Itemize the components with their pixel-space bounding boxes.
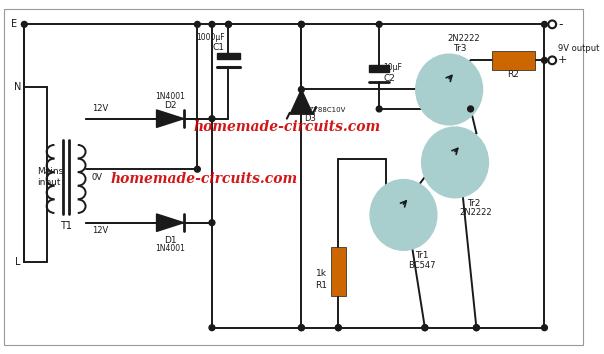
Bar	[370, 65, 389, 72]
Bar	[492, 51, 535, 70]
Text: 1N4001: 1N4001	[155, 245, 185, 253]
Text: 2N2222: 2N2222	[447, 34, 480, 44]
Text: BC547: BC547	[408, 261, 436, 270]
Circle shape	[335, 325, 341, 331]
Circle shape	[548, 56, 556, 64]
Polygon shape	[291, 90, 312, 113]
Text: D3: D3	[304, 114, 316, 123]
Ellipse shape	[370, 180, 437, 250]
Text: C1: C1	[213, 43, 225, 52]
Circle shape	[376, 22, 382, 27]
Text: +: +	[558, 55, 567, 65]
Text: BZY88C10V: BZY88C10V	[304, 107, 345, 113]
Text: -: -	[558, 18, 562, 31]
Circle shape	[335, 325, 341, 331]
Circle shape	[194, 22, 201, 27]
Circle shape	[298, 325, 304, 331]
Circle shape	[209, 116, 215, 121]
Circle shape	[21, 22, 27, 27]
Text: 12V: 12V	[92, 226, 108, 235]
Text: N: N	[14, 81, 21, 92]
Text: Mains
input: Mains input	[37, 167, 63, 187]
Polygon shape	[156, 110, 184, 127]
Text: C2: C2	[383, 74, 395, 83]
Circle shape	[298, 22, 304, 27]
Circle shape	[548, 21, 556, 28]
Circle shape	[209, 22, 215, 27]
Circle shape	[225, 22, 231, 27]
Circle shape	[474, 325, 480, 331]
Text: 1000μF: 1000μF	[196, 34, 225, 42]
Circle shape	[474, 325, 480, 331]
Text: R1: R1	[315, 281, 327, 290]
Circle shape	[209, 220, 215, 225]
Text: R2: R2	[507, 70, 519, 79]
Text: D1: D1	[164, 236, 176, 245]
Circle shape	[542, 57, 547, 63]
Text: 10μF: 10μF	[383, 63, 402, 72]
Bar	[330, 247, 346, 296]
Circle shape	[298, 87, 304, 92]
Circle shape	[376, 106, 382, 112]
Circle shape	[209, 325, 215, 331]
Text: 2N2222: 2N2222	[460, 209, 492, 217]
Ellipse shape	[416, 55, 482, 125]
Text: T1: T1	[60, 221, 72, 230]
Text: homemade-circuits.com: homemade-circuits.com	[111, 172, 298, 186]
Text: Tr2: Tr2	[467, 199, 480, 208]
Text: L: L	[14, 257, 21, 267]
Text: 1k: 1k	[316, 269, 327, 278]
Circle shape	[225, 22, 231, 27]
Text: 6·8Ω: 6·8Ω	[503, 61, 524, 70]
Text: 12V: 12V	[92, 104, 108, 113]
Circle shape	[422, 325, 428, 331]
Circle shape	[194, 166, 201, 172]
Text: D2: D2	[164, 101, 176, 109]
Ellipse shape	[422, 127, 488, 198]
Text: E: E	[10, 19, 17, 29]
Circle shape	[298, 22, 304, 27]
Bar	[217, 52, 240, 59]
Text: Tr1: Tr1	[415, 251, 429, 260]
Text: homemade-circuits.com: homemade-circuits.com	[193, 120, 381, 135]
Text: Tr3: Tr3	[453, 44, 466, 53]
Polygon shape	[156, 214, 184, 232]
Text: 9V output: 9V output	[558, 44, 599, 53]
Circle shape	[542, 325, 547, 331]
Circle shape	[422, 325, 428, 331]
Circle shape	[467, 106, 474, 112]
Circle shape	[542, 22, 547, 27]
Text: 1N4001: 1N4001	[155, 92, 185, 101]
Text: 0V: 0V	[92, 172, 103, 182]
Circle shape	[298, 325, 304, 331]
